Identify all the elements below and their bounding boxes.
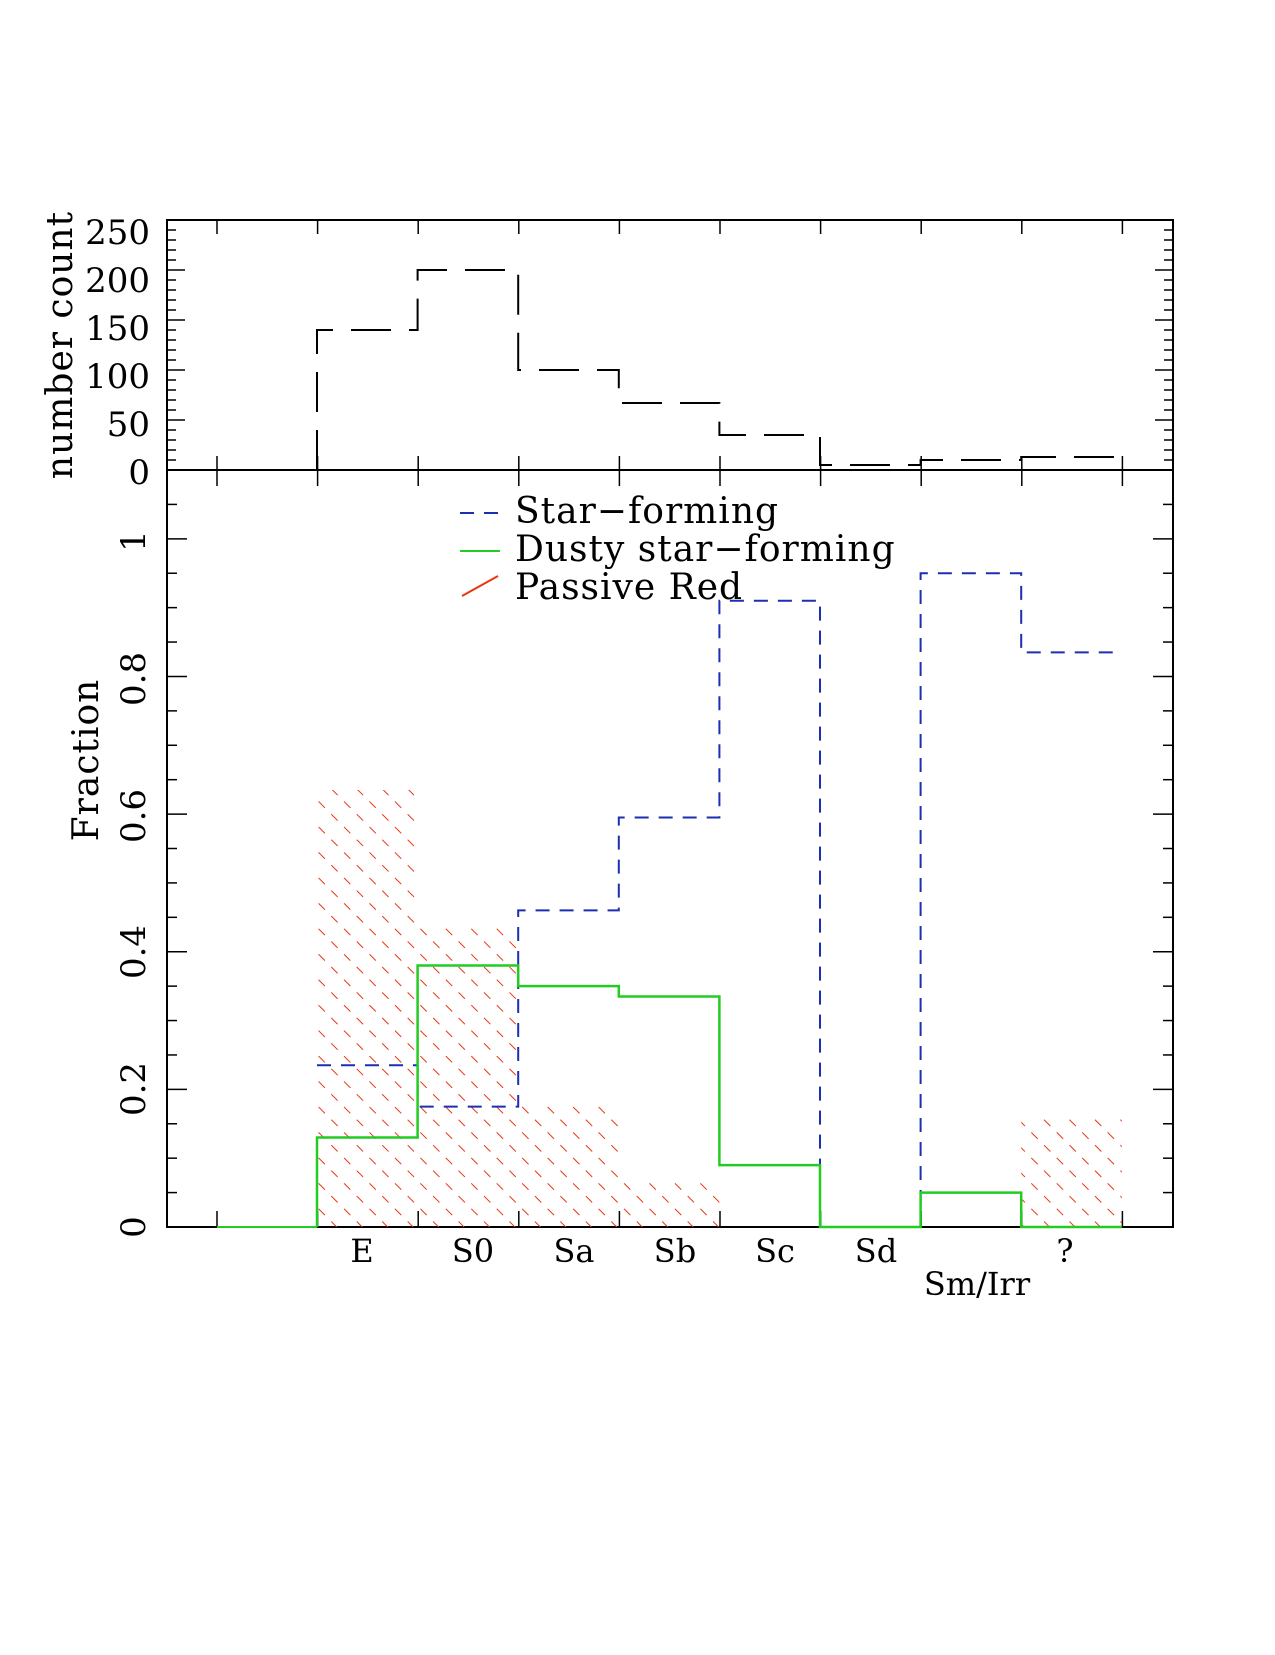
dusty-star-forming-step-line [315, 964, 1122, 1229]
bottom-series-group [217, 572, 1122, 1229]
top-series-group [172, 269, 1168, 471]
bottom-y-tick-label: 0.4 [114, 925, 154, 979]
top-y-tick-label: 0 [128, 453, 150, 493]
top-y-tick-label: 250 [85, 213, 150, 253]
top-y-tick-label: 50 [107, 405, 150, 445]
bottom-y-tick-label: 1 [114, 530, 154, 552]
top-y-tick-label: 200 [85, 261, 150, 301]
top-y-axis-title: number count [40, 211, 81, 479]
legend-label-star-forming: Star−forming [515, 491, 779, 532]
bottom-y-tick-label: 0.2 [114, 1062, 154, 1116]
category-label-sb: Sb [654, 1232, 696, 1270]
passive-red-hatch-group [317, 790, 1122, 1227]
category-label-sd: Sd [855, 1232, 897, 1270]
category-label-s0: S0 [452, 1232, 494, 1270]
legend-label-dusty-star-forming: Dusty star−forming [515, 529, 896, 570]
legend: Star−forming Dusty star−forming Passive … [460, 491, 896, 608]
bottom-y-tick-label: 0.8 [114, 652, 154, 706]
top-y-tick-label: 100 [85, 357, 150, 397]
legend-label-passive-red: Passive Red [515, 567, 743, 608]
passive-red-bar [618, 1178, 720, 1227]
passive-red-bar [518, 1103, 619, 1227]
category-label-sc: Sc [755, 1232, 795, 1270]
passive-red-bar [417, 924, 519, 1227]
number-count-step-line [316, 269, 1122, 470]
passive-red-bar [317, 790, 418, 1227]
bottom-y-axis-title: Fraction [66, 679, 107, 842]
legend-swatch-passive-red [461, 575, 499, 597]
category-label-sa: Sa [554, 1232, 595, 1270]
category-labels: E S0 Sa Sb Sc Sd Sm/Irr ? [350, 1232, 1073, 1303]
bottom-y-tick-label: 0 [114, 1216, 154, 1238]
category-label-unknown: ? [1056, 1232, 1073, 1270]
category-label-e: E [350, 1232, 373, 1270]
bottom-y-tick-label: 0.6 [114, 789, 154, 843]
bottom-y-tick-labels: 0 0.2 0.4 0.6 0.8 1 [114, 530, 154, 1238]
top-y-tick-labels: 250 200 150 100 50 0 [85, 213, 150, 493]
star-forming-step-line [317, 572, 1122, 1228]
passive-red-bar [1021, 1113, 1122, 1227]
top-y-tick-label: 150 [85, 309, 150, 349]
category-label-sm-irr: Sm/Irr [924, 1265, 1031, 1303]
